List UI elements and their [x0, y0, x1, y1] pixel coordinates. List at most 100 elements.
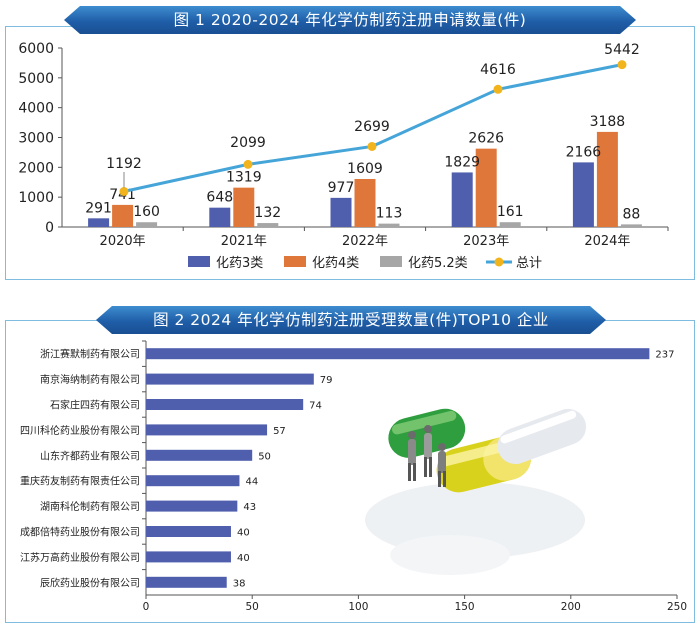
category-label: 石家庄四药有限公司 [50, 399, 140, 412]
x-tick-label: 2021年 [221, 234, 267, 249]
x-tick-label: 0 [143, 601, 150, 613]
category-label: 成都倍特药业股份有限公司 [20, 526, 140, 539]
bar [146, 551, 231, 563]
y-tick-label: 6000 [18, 41, 54, 57]
total-point [367, 141, 377, 151]
bar-data-label: 44 [245, 477, 258, 488]
capsules-illustration-icon [365, 408, 587, 575]
chart1-title: 图 1 2020-2024 年化学仿制药注册申请数量(件) [64, 6, 636, 34]
total-point [617, 60, 627, 70]
category-label: 辰欣药业股份有限公司 [40, 576, 140, 589]
x-tick-label: 50 [246, 601, 259, 613]
bar-2 [354, 178, 376, 227]
x-tick-label: 2024年 [584, 234, 630, 249]
legend-swatch [188, 256, 210, 267]
bar-data-label: 40 [237, 553, 250, 564]
bar-data-label: 113 [376, 206, 403, 222]
bar [146, 424, 268, 436]
bar-data-label: 38 [233, 578, 246, 589]
capsule-green-highlight [391, 410, 457, 435]
legend-label: 总计 [516, 256, 542, 271]
bar-data-label: 79 [320, 375, 333, 386]
bar [146, 500, 238, 512]
bar-data-label: 132 [254, 205, 281, 221]
chart1-panel [5, 26, 695, 280]
legend-label: 化药3类 [216, 256, 263, 271]
bar-1 [330, 197, 352, 227]
category-label: 四川科伦药业股份有限公司 [20, 424, 140, 437]
category-label: 湖南科伦制药有限公司 [40, 500, 140, 513]
total-data-label: 1192 [106, 156, 142, 172]
bar-data-label: 291 [85, 200, 112, 216]
x-tick-label: 2023年 [463, 234, 509, 249]
figure-person-icon [424, 425, 432, 477]
bar-1 [88, 218, 110, 227]
x-tick-label: 250 [667, 601, 687, 613]
y-tick-label: 3000 [18, 131, 54, 147]
total-data-label: 2699 [354, 119, 390, 135]
category-label: 山东齐都药业有限公司 [40, 449, 140, 462]
x-tick-label: 200 [561, 601, 581, 613]
total-data-label: 2099 [230, 135, 266, 151]
figure-person-icon [408, 431, 416, 481]
y-tick-label: 1000 [18, 190, 54, 206]
bar-data-label: 648 [206, 190, 233, 206]
x-tick-label: 150 [455, 601, 475, 613]
category-label: 南京海纳制药有限公司 [40, 373, 140, 386]
bar-data-label: 161 [497, 204, 524, 220]
bar [146, 399, 304, 410]
bar [146, 475, 240, 487]
bar-data-label: 2166 [566, 144, 602, 160]
chart2-panel [5, 320, 695, 623]
figure-person-icon [438, 443, 446, 487]
total-data-label: 5442 [604, 42, 640, 58]
bar-3 [136, 222, 158, 227]
bar-data-label: 1829 [444, 154, 480, 170]
chart1-svg: 0 1000 2000 3000 4000 5000 6000 2020年 2021年 2022年… [18, 41, 669, 271]
bar [146, 373, 314, 385]
chart2-title: 图 2 2024 年化学仿制药注册受理数量(件)TOP10 企业 [96, 306, 606, 334]
capsule-white-highlight [500, 410, 577, 444]
legend-label: 化药4类 [312, 256, 359, 271]
bar-data-label: 74 [309, 401, 322, 412]
bar-data-label: 2626 [468, 131, 504, 147]
bar-data-label: 88 [622, 206, 640, 222]
bar-data-label: 237 [655, 350, 674, 361]
x-tick-label: 100 [348, 601, 368, 613]
x-tick-label: 2020年 [100, 234, 146, 249]
bar [146, 348, 650, 360]
legend-swatch [284, 256, 306, 267]
bar-data-label: 40 [237, 528, 250, 539]
category-label: 江苏万高药业股份有限公司 [20, 551, 140, 564]
bar-2 [233, 187, 255, 227]
bar-data-label: 57 [273, 426, 286, 437]
total-point [493, 84, 503, 94]
y-tick-label: 4000 [18, 101, 54, 117]
total-data-label: 4616 [480, 62, 516, 78]
bar-3 [620, 224, 642, 227]
legend-swatch [380, 256, 402, 267]
category-label: 浙江赛默制药有限公司 [40, 348, 140, 361]
legend-swatch [494, 257, 504, 267]
bar [146, 576, 227, 588]
bar-data-label: 1609 [347, 161, 383, 177]
bar-3 [499, 222, 521, 227]
bar-data-label: 50 [258, 451, 271, 462]
bar-data-label: 43 [243, 502, 256, 513]
bar-data-label: 3188 [590, 114, 626, 130]
bar-data-label: 977 [328, 180, 355, 196]
bar-1 [451, 172, 473, 227]
bar-3 [378, 223, 400, 227]
bar-3 [257, 223, 279, 227]
y-tick-label: 2000 [18, 160, 54, 176]
capsule-white [497, 408, 587, 465]
bar [146, 526, 231, 537]
total-point [119, 186, 129, 196]
bar-data-label: 160 [133, 204, 160, 220]
shadow-shape [390, 535, 510, 575]
total-point [243, 159, 253, 169]
bar-2 [475, 148, 497, 227]
legend-label: 化药5.2类 [408, 256, 468, 271]
bar-2 [112, 204, 134, 227]
